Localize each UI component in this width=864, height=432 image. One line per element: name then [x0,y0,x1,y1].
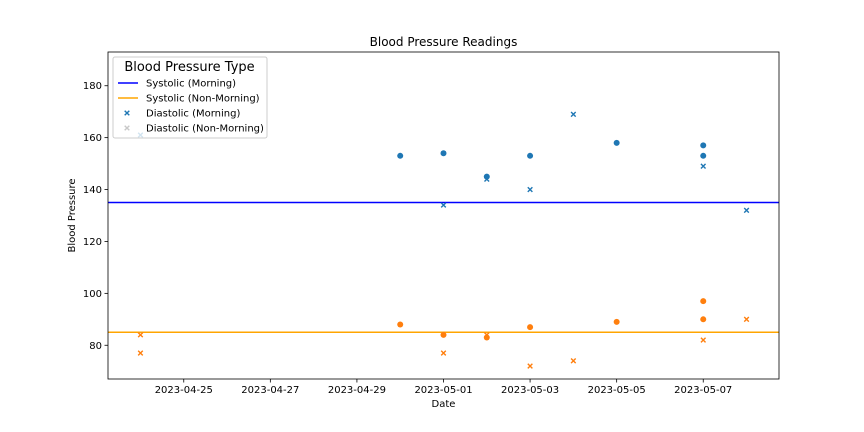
y-tick-label-2: 120 [83,237,102,248]
chart-title: Blood Pressure Readings [370,35,518,49]
x-tick-label-6: 2023-05-07 [674,385,732,396]
point-s0-6 [700,152,707,159]
point-s3-3 [483,332,490,338]
legend-label-2: Diastolic (Morning) [146,109,240,120]
point-s3-2 [440,350,447,356]
y-axis-ticks: 80 100 120 140 160 180 [83,81,108,352]
point-s3-4 [527,363,533,369]
point-s1-3 [527,186,533,193]
point-s3-0 [137,332,144,338]
x-tick-label-2: 2023-04-29 [328,385,386,396]
x-tick-label-0: 2023-04-25 [155,385,213,396]
point-s1-2 [483,176,490,182]
point-s2-3 [527,324,534,331]
point-s2-4 [613,318,620,325]
y-axis-title: Blood Pressure [67,178,78,252]
data-points [137,111,750,369]
point-s2-6 [700,316,707,323]
x-axis-title: Date [432,399,456,410]
y-tick-label-0: 80 [89,341,102,352]
y-tick-label-4: 160 [83,133,102,144]
point-s3-6 [700,337,707,343]
x-axis-ticks: 2023-04-25 2023-04-27 2023-04-29 2023-05-01… [155,379,732,396]
point-s0-0 [397,152,404,159]
x-tick-label-3: 2023-05-01 [414,385,472,396]
legend-label-3: Diastolic (Non-Morning) [146,124,264,135]
point-s3-5 [570,358,577,364]
y-tick-label-3: 140 [83,185,102,196]
legend-box [112,56,268,139]
legend-label-0: Systolic (Morning) [146,79,236,90]
point-s3-7 [743,316,750,323]
point-s2-0 [397,321,404,328]
legend-title: Blood Pressure Type [124,60,254,75]
point-s1-5 [700,163,707,169]
legend-swatch-3 [124,125,130,131]
point-s1-6 [743,207,750,214]
point-s0-1 [440,150,447,157]
point-s3-1 [137,350,144,356]
point-s1-1 [440,202,447,208]
point-s0-4 [613,139,620,146]
point-s0-5 [700,142,707,149]
x-tick-label-4: 2023-05-03 [501,385,559,396]
legend-swatch-2 [124,110,130,116]
legend-label-1: Systolic (Non-Morning) [146,94,260,105]
x-tick-label-5: 2023-05-05 [588,385,646,396]
y-tick-label-5: 180 [83,81,102,92]
y-tick-label-1: 100 [83,289,102,300]
x-tick-label-1: 2023-04-27 [241,385,299,396]
point-s1-4 [570,111,577,118]
point-s2-5 [700,298,707,305]
legend: Blood Pressure Type Systolic (Morning) Sy… [112,56,268,139]
point-s2-1 [440,331,447,338]
point-s0-3 [527,152,534,159]
